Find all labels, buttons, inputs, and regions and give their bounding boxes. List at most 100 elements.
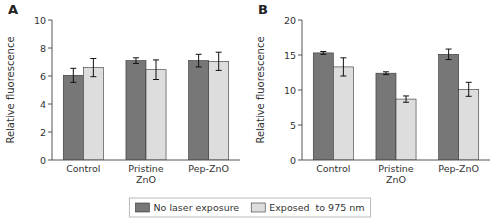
y-tick-label: 0	[290, 155, 296, 166]
error-cap	[196, 66, 202, 67]
error-bar	[90, 59, 96, 77]
error-cap	[153, 59, 159, 60]
error-bar	[196, 54, 202, 67]
bars	[313, 49, 478, 160]
chart: A Relative fluorescence 0 2 4 6 8 10 Control Pris…	[0, 0, 500, 219]
y-tick-label: 8	[40, 43, 46, 54]
error-cap	[133, 57, 139, 58]
error-cap	[446, 49, 452, 50]
error-line	[73, 68, 74, 82]
y-tick	[48, 132, 52, 133]
error-line	[93, 59, 94, 77]
y-tick	[48, 76, 52, 77]
x-tick-label-line: Pep-ZnO	[188, 163, 229, 174]
error-cap	[70, 82, 76, 83]
error-cap	[133, 63, 139, 64]
y-tick	[298, 20, 302, 21]
bars	[63, 52, 228, 160]
error-line	[218, 52, 219, 70]
error-line	[198, 54, 199, 67]
error-bar	[403, 96, 409, 102]
legend-label: No laser exposure	[153, 202, 239, 213]
y-axis	[302, 20, 303, 160]
legend-swatch	[135, 203, 149, 212]
x-tick-label-line: ZnO	[136, 174, 156, 185]
error-cap	[320, 54, 326, 55]
y-tick-label: 6	[40, 71, 46, 82]
x-tick-label-line: Control	[316, 163, 350, 174]
y-tick	[298, 160, 302, 161]
error-cap	[153, 79, 159, 80]
error-bar	[133, 58, 139, 64]
error-cap	[320, 51, 326, 52]
bar	[396, 99, 416, 160]
x-tick-label: Pep-ZnO	[188, 163, 229, 174]
bar	[189, 61, 209, 160]
x-tick-label: Control	[316, 163, 350, 174]
error-cap	[466, 82, 472, 83]
x-axis	[302, 160, 490, 161]
error-line	[343, 58, 344, 76]
y-tick-label: 4	[40, 99, 46, 110]
error-bar	[466, 82, 472, 96]
error-cap	[340, 76, 346, 77]
panel-title: B	[258, 2, 268, 17]
x-axis	[52, 160, 240, 161]
error-line	[468, 82, 469, 96]
x-tick-label: Pep-ZnO	[438, 163, 479, 174]
error-cap	[403, 95, 409, 96]
y-axis-label: Relative fluorescence	[5, 36, 16, 143]
legend: No laser exposure Exposed to 975 nm	[129, 198, 370, 217]
error-cap	[383, 71, 389, 72]
error-bar	[320, 52, 326, 55]
legend-label: Exposed to 975 nm	[269, 202, 364, 213]
x-tick-label-line: Pep-ZnO	[438, 163, 479, 174]
error-bar	[383, 72, 389, 75]
y-tick-label: 2	[40, 127, 46, 138]
y-tick	[298, 90, 302, 91]
error-bar	[216, 52, 222, 70]
bar	[209, 61, 229, 160]
y-axis	[52, 20, 53, 160]
error-bar	[340, 58, 346, 76]
error-cap	[196, 54, 202, 55]
error-cap	[90, 76, 96, 77]
error-line	[448, 49, 449, 60]
error-bar	[446, 49, 452, 60]
y-tick	[48, 48, 52, 49]
y-tick	[48, 104, 52, 105]
x-tick-label: PristineZnO	[128, 163, 163, 185]
x-tick-label-line: Control	[66, 163, 100, 174]
y-tick	[298, 125, 302, 126]
error-cap	[216, 70, 222, 71]
bar	[63, 75, 83, 160]
bar	[83, 68, 103, 160]
bar	[313, 53, 333, 160]
x-tick-label-line: Pristine	[128, 163, 163, 174]
y-tick	[48, 160, 52, 161]
error-cap	[466, 96, 472, 97]
bar	[459, 89, 479, 160]
panel: ARelative fluorescence0246810ControlPris…	[5, 2, 240, 185]
error-cap	[90, 58, 96, 59]
x-tick-label-line: ZnO	[386, 174, 406, 185]
y-tick-label: 20	[284, 15, 296, 26]
error-bar	[153, 60, 159, 80]
legend-frame	[129, 198, 370, 217]
x-tick-label: PristineZnO	[378, 163, 413, 185]
bar	[126, 61, 146, 160]
error-cap	[403, 102, 409, 103]
x-tick-label: Control	[66, 163, 100, 174]
error-cap	[216, 52, 222, 53]
error-cap	[70, 68, 76, 69]
y-axis-label: Relative fluorescence	[255, 36, 266, 143]
panel-title: A	[8, 2, 18, 17]
x-tick-label-line: Pristine	[378, 163, 413, 174]
error-line	[135, 58, 136, 64]
panel: BRelative fluorescence05101520ControlPri…	[255, 2, 490, 185]
y-tick-label: 15	[284, 50, 296, 61]
error-cap	[446, 59, 452, 60]
y-tick-label: 10	[284, 85, 296, 96]
bar	[146, 70, 166, 160]
y-tick	[48, 20, 52, 21]
